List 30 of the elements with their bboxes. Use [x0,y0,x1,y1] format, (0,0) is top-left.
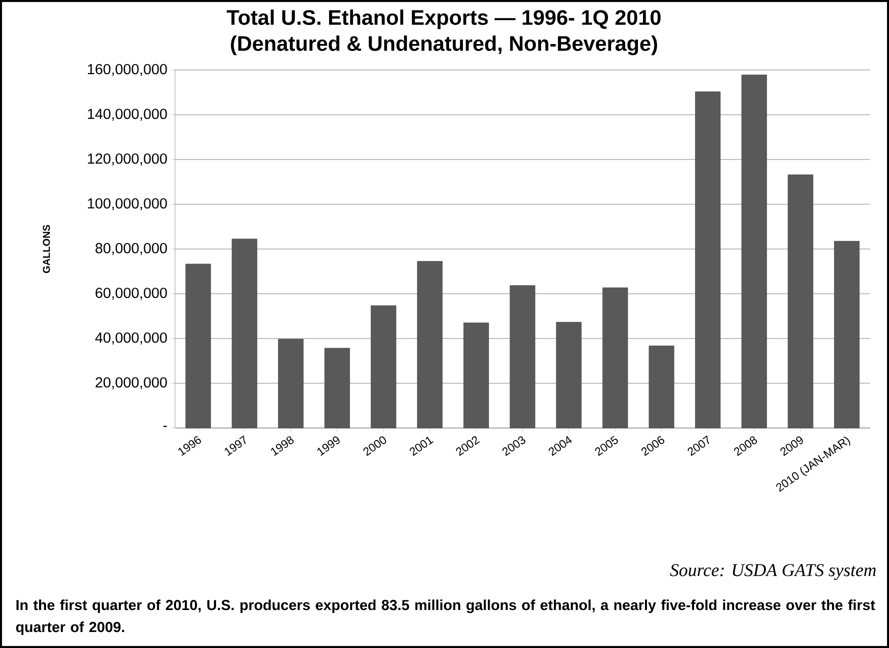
bar [556,322,582,428]
source-note: Source: USDA GATS system [670,564,876,580]
y-axis-title: GALLONS [42,224,50,274]
bar [324,348,350,428]
y-tick-label: 20,000,000 [96,377,167,390]
bar [834,240,860,428]
y-tick-label: 160,000,000 [88,64,167,76]
bar [741,74,767,428]
bar [232,238,258,428]
bar [463,322,489,428]
bar [370,305,396,428]
y-tick-label: - [163,426,167,427]
y-tick-label: 100,000,000 [88,198,167,210]
y-tick-label: 60,000,000 [96,288,167,300]
bar [788,174,814,428]
bar [417,261,443,428]
bar [510,285,536,428]
x-tick-label: 2001 [410,436,434,456]
y-tick-label: 120,000,000 [88,154,167,166]
bar [602,288,628,428]
text: In the first quarter of 2010, U.S. producers exported 83.5 million gallons of ethanol, a nearly five-fold increase over the first quarter of 2009. [16,600,876,636]
chart-title: Total U.S. Ethanol Exports — 1996- 1Q 2010 [226,10,661,30]
bar [185,264,211,428]
y-tick-label: 80,000,000 [96,243,167,255]
bar [648,346,674,428]
bar [695,92,721,428]
y-tick-label: 140,000,000 [88,108,167,121]
bar [278,338,304,428]
y-tick-label: 40,000,000 [95,332,167,344]
chart-subtitle: (Denatured & Undenatured, Non-Beverage) [230,36,658,56]
